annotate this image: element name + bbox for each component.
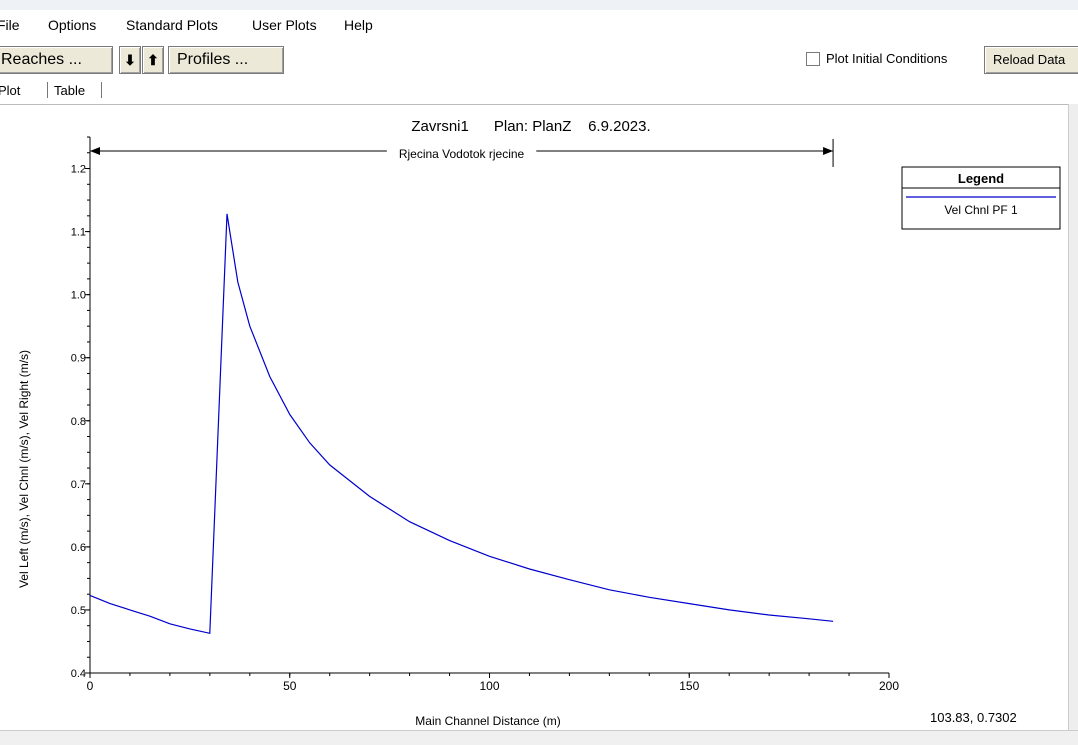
y-tick-label: 1.2 xyxy=(71,164,86,176)
menu-help[interactable]: Help xyxy=(344,17,373,33)
chart-series xyxy=(89,213,834,635)
reload-data-button[interactable]: Reload Data xyxy=(984,46,1078,74)
chart-svg[interactable]: 0.40.50.60.70.80.91.01.11.20 50 100 150 200 … xyxy=(0,105,1068,731)
reach-arrow-left xyxy=(90,147,100,155)
y-tick-label: 1.1 xyxy=(71,227,86,239)
menu-bar: File Options Standard Plots User Plots H… xyxy=(0,14,1078,38)
down-arrow-button[interactable]: ⬇ xyxy=(119,46,141,74)
legend-box xyxy=(901,166,1061,230)
series-line-vel-chnl-pf1 xyxy=(89,213,834,635)
reach-extent-indicator: Rjecina Vodotok rjecine xyxy=(89,139,834,167)
horizontal-scrollbar[interactable] xyxy=(0,730,1078,745)
menu-options[interactable]: Options xyxy=(48,17,97,33)
menu-user-plots[interactable]: User Plots xyxy=(252,17,317,33)
x-tick-label: 0 xyxy=(87,679,94,693)
y-tick-label: 0.4 xyxy=(71,668,86,680)
profiles-button[interactable]: Profiles ... xyxy=(168,46,284,74)
y-tick-label: 0.5 xyxy=(71,605,86,617)
tab-table[interactable]: Table xyxy=(54,83,86,98)
x-tick-label: 150 xyxy=(679,679,699,693)
chart-title: Zavrsni1 Plan: PlanZ 6.9.2023. xyxy=(411,118,650,135)
tab-separator xyxy=(101,82,102,98)
x-axis-label: Main Channel Distance (m) xyxy=(415,714,560,728)
up-arrow-button[interactable]: ⬆ xyxy=(142,46,164,74)
reach-arrow-right xyxy=(823,147,834,155)
y-tick-label: 1.0 xyxy=(71,290,86,302)
menu-standard-plots[interactable]: Standard Plots xyxy=(126,17,218,33)
window-top-strip xyxy=(0,0,1078,10)
plot-initial-conditions-checkbox[interactable] xyxy=(806,52,820,66)
x-tick-label: 100 xyxy=(479,679,499,693)
y-tick-label: 0.7 xyxy=(71,479,86,491)
tab-separator xyxy=(47,82,48,98)
x-tick-label: 50 xyxy=(283,679,297,693)
menu-file[interactable]: File xyxy=(0,17,20,33)
chart-axes: 0.4 0.5 0.6 0.7 0.8 0.9 1.0 1.1 1.2 0 50 100 150 200 xyxy=(71,136,899,693)
y-tick-label: 0.9 xyxy=(71,353,86,365)
x-tick-label: 200 xyxy=(879,679,899,693)
plot-area[interactable]: 0.4 0.5 0.6 0.7 0.8 0.9 1.0 1.1 1.2 0 50 100 150 200 … xyxy=(0,104,1068,731)
legend-entry-vel-chnl-pf1: Vel Chnl PF 1 xyxy=(944,203,1018,217)
y-axis-label: Vel Left (m/s), Vel Chnl (m/s), Vel Righ… xyxy=(17,350,31,588)
y-tick-label: 0.6 xyxy=(71,542,86,554)
legend-title: Legend xyxy=(958,171,1004,186)
cursor-coordinates: 103.83, 0.7302 xyxy=(930,710,1017,725)
reach-label: Rjecina Vodotok rjecine xyxy=(399,147,525,161)
reaches-button[interactable]: Reaches ... xyxy=(0,46,113,74)
plot-initial-conditions-label: Plot Initial Conditions xyxy=(826,51,948,66)
tab-plot[interactable]: Plot xyxy=(0,83,21,98)
legend: Legend Vel Chnl PF 1 xyxy=(901,166,1061,230)
vertical-scrollbar[interactable] xyxy=(1068,104,1078,730)
y-tick-label: 0.8 xyxy=(71,416,86,428)
